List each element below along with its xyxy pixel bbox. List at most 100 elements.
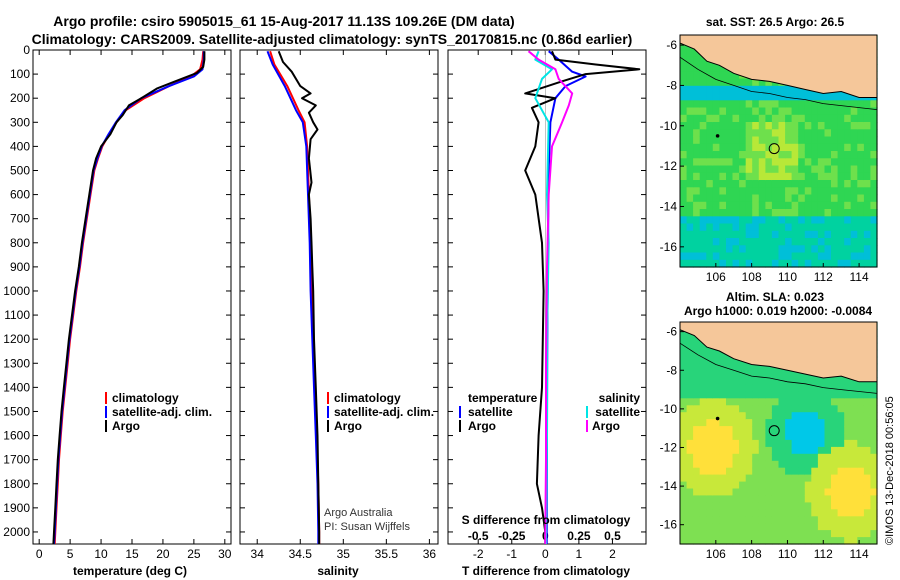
map-cell [758, 259, 766, 268]
map-cell [680, 158, 688, 167]
map-cell [699, 405, 707, 413]
map-cell [686, 398, 694, 406]
map-cell [758, 446, 766, 455]
map-cell [712, 64, 720, 72]
map-cell [831, 114, 839, 123]
map-cell [693, 180, 701, 188]
map-cell [811, 136, 819, 145]
map-cell [824, 223, 832, 232]
map-cell [778, 172, 786, 181]
map-cell [752, 129, 760, 138]
map-cell [699, 85, 707, 94]
map-cell [844, 223, 852, 232]
map-cell [811, 467, 819, 476]
map-cell [850, 523, 858, 531]
map-cell [824, 377, 832, 385]
y-tick-label: 1800 [3, 477, 30, 491]
map-cell [686, 537, 694, 545]
map-cell [686, 223, 694, 232]
map-cell [680, 49, 688, 58]
map-cell [824, 172, 832, 181]
map-cell [811, 129, 819, 138]
map-cell [837, 252, 845, 261]
map-cell [863, 523, 872, 531]
map-cell [699, 165, 707, 174]
map-cell [831, 474, 839, 483]
map-cell [745, 391, 753, 399]
map-cell [726, 377, 734, 385]
map-cell [719, 509, 727, 517]
map-cell [745, 238, 753, 246]
map-cell [706, 426, 714, 434]
map-cell [693, 245, 701, 254]
map-cell [680, 384, 688, 392]
map-cell [785, 530, 793, 538]
map-cell [719, 488, 727, 496]
land-java [679, 321, 878, 383]
map-cell [850, 252, 858, 261]
map-cell [745, 93, 753, 101]
map-cell [863, 136, 872, 145]
sla-map: 106 108 110 112 114-6-8-10-12-14-16 [660, 321, 878, 561]
map-cell [680, 136, 688, 145]
map-cell [765, 136, 773, 145]
map-cell [758, 201, 766, 210]
map-cell [870, 100, 878, 109]
map-cell [804, 537, 812, 545]
map-cell [863, 474, 872, 483]
map-cell [811, 114, 819, 123]
map-cell [752, 377, 760, 385]
legend-satellite-label: satellite-adj. clim. [334, 405, 434, 419]
map-cell [745, 194, 753, 203]
map-cell [811, 516, 819, 524]
map-cell [686, 230, 694, 239]
map-cell [752, 474, 760, 483]
map-cell [686, 85, 694, 94]
map-cell [726, 78, 734, 87]
map-cell [693, 474, 701, 483]
map-cell [857, 100, 865, 109]
map-cell [844, 433, 852, 441]
map-cell [870, 158, 878, 167]
map-cell [699, 56, 707, 65]
map-cell [732, 377, 740, 385]
map-cell [850, 187, 858, 196]
y-tick-label: 800 [10, 236, 30, 250]
map-cell [739, 481, 747, 490]
map-cell [850, 216, 858, 225]
map-cell [837, 259, 845, 268]
map-cell [706, 377, 714, 385]
map-cell [831, 259, 839, 268]
map-cell [857, 245, 865, 254]
map-cell [758, 245, 766, 254]
map-cell [680, 165, 688, 174]
map-cell [831, 100, 839, 109]
map-cell [745, 433, 753, 441]
map-cell [831, 481, 839, 490]
map-cell [693, 64, 701, 72]
map-cell [785, 180, 793, 188]
map-cell [798, 467, 806, 476]
map-cell [719, 446, 727, 455]
map-cell [870, 201, 878, 210]
map-cell [699, 209, 707, 217]
map-cell [785, 158, 793, 167]
map-cell [817, 516, 826, 524]
map-cell [719, 502, 727, 510]
map-cell [870, 537, 878, 545]
map-cell [857, 216, 865, 225]
map-cell [699, 64, 707, 72]
map-cell [686, 143, 694, 152]
map-cell [699, 433, 707, 441]
map-cell [706, 405, 714, 413]
map-cell [739, 216, 747, 225]
map-cell [811, 377, 819, 385]
map-cell [765, 509, 773, 517]
map-y-tick-label: -12 [660, 440, 678, 454]
map-cell [739, 363, 747, 372]
map-cell [726, 165, 734, 174]
map-cell [758, 384, 766, 392]
map-cell [811, 412, 819, 420]
map-cell [870, 129, 878, 138]
map-cell [778, 412, 786, 420]
